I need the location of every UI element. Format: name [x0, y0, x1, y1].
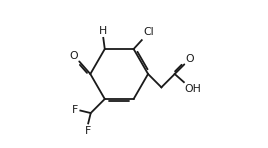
Text: O: O	[185, 54, 194, 64]
Text: F: F	[72, 105, 78, 115]
Text: F: F	[85, 126, 91, 136]
Text: H: H	[99, 26, 107, 36]
Text: Cl: Cl	[143, 27, 154, 37]
Text: OH: OH	[184, 84, 201, 94]
Text: O: O	[70, 51, 79, 61]
